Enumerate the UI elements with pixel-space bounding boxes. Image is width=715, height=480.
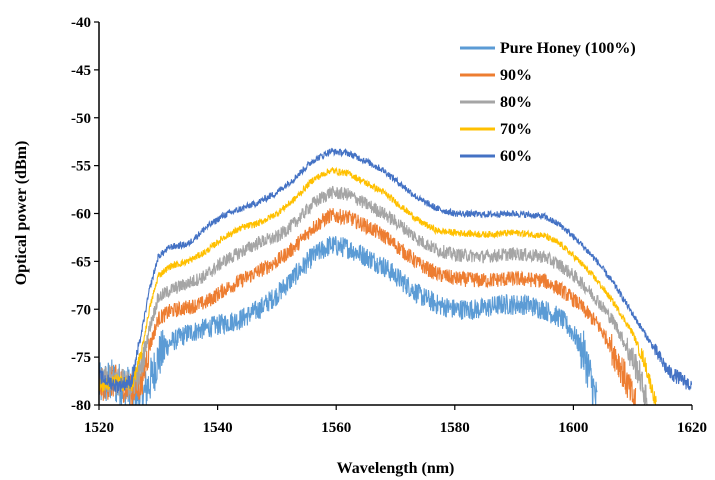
y-tick-label: -50 — [71, 111, 91, 127]
series-line — [99, 208, 637, 405]
y-axis-title: Optical power (dBm) — [13, 141, 30, 286]
x-tick-label: 1580 — [440, 420, 470, 436]
x-tick-label: 1560 — [321, 420, 351, 436]
y-tick-label: -65 — [71, 254, 91, 270]
series-line — [99, 166, 657, 405]
series-line — [99, 236, 598, 405]
tick-layer: -40 -45 -50 -55 -60 -65 -70 -75 -80 1520 1540 1560 1… — [71, 15, 707, 436]
x-axis-title: Wavelength (nm) — [337, 460, 455, 477]
legend-label: 70% — [500, 121, 532, 138]
axis-layer — [98, 22, 692, 406]
y-tick-label: -40 — [71, 15, 91, 31]
y-tick-label: -70 — [71, 302, 91, 318]
y-tick-label: -80 — [71, 398, 91, 414]
y-tick-label: -55 — [71, 159, 91, 175]
x-tick-label: 1540 — [203, 420, 233, 436]
series-line — [99, 147, 692, 393]
legend-label: Pure Honey (100%) — [500, 40, 636, 57]
x-tick-label: 1520 — [84, 420, 114, 436]
x-tick-label: 1600 — [558, 420, 588, 436]
y-tick-label: -60 — [71, 207, 91, 223]
legend-label: 60% — [500, 148, 532, 165]
series-layer — [99, 147, 692, 405]
series-line — [99, 185, 648, 405]
y-tick-label: -75 — [71, 350, 91, 366]
y-tick-label: -45 — [71, 63, 91, 79]
legend-label: 90% — [500, 67, 532, 84]
legend-label: 80% — [500, 94, 532, 111]
legend: Pure Honey (100%) 90% 80% 70% 60% — [460, 40, 636, 165]
x-tick-label: 1620 — [677, 420, 707, 436]
